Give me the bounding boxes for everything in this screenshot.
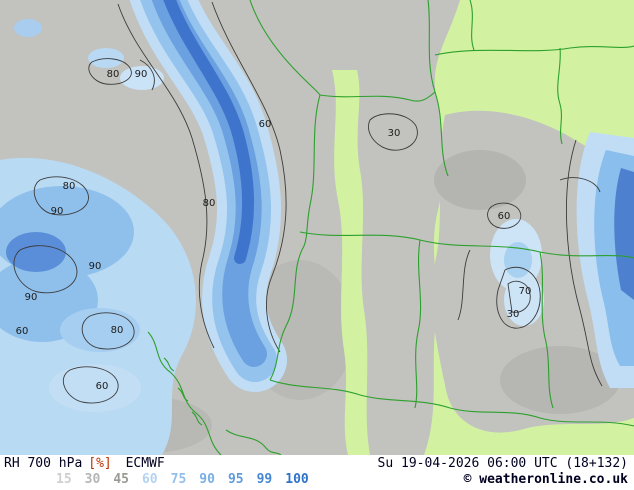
scale-value: 75: [170, 472, 187, 487]
blue-patch-dark: [6, 232, 66, 272]
blue-patch: [49, 364, 141, 412]
scale-value: 99: [256, 472, 273, 487]
scale-value: 60: [141, 472, 158, 487]
blue-patch: [504, 274, 544, 326]
scale-value: 15: [56, 472, 72, 487]
blue-spot: [14, 19, 42, 37]
parameter-label: RH 700 hPa: [4, 456, 83, 471]
country-borders: [147, 0, 634, 455]
unit-label: [%]: [88, 456, 112, 471]
green-streak: [332, 70, 370, 455]
model-label: ECMWF: [125, 456, 165, 471]
copyright-label: © weatheronline.co.uk: [463, 472, 628, 487]
scale-value: 100: [285, 472, 309, 487]
legend-title: RH 700 hPa [%] ECMWF: [4, 456, 171, 471]
footer-bar: RH 700 hPa [%] ECMWF Su 19-04-2026 06:00 …: [0, 455, 634, 490]
high-humidity-blue-snake: [129, 0, 287, 392]
valid-time-label: Su 19-04-2026 06:00 UTC (18+132): [377, 456, 628, 471]
scale-value: 30: [84, 472, 101, 487]
scale-value: 90: [199, 472, 215, 487]
high-humidity-blue-right: [576, 132, 634, 388]
contour-lines: [13, 1, 603, 404]
weather-map: 80 90 60 30 80 80 90 60 90 70 90 30 60 80 60: [0, 0, 634, 455]
gray-patch: [500, 346, 620, 414]
blue-spot: [120, 66, 164, 90]
gray-patch: [434, 150, 526, 210]
blue-patch: [60, 308, 140, 352]
blue-spot: [88, 48, 124, 68]
map-graphic: [0, 0, 634, 455]
scale-row: 15 30 45 60 75 90 95 99 100: [56, 472, 309, 487]
scale-value: 45: [113, 472, 129, 487]
scale-value: 95: [227, 472, 244, 487]
